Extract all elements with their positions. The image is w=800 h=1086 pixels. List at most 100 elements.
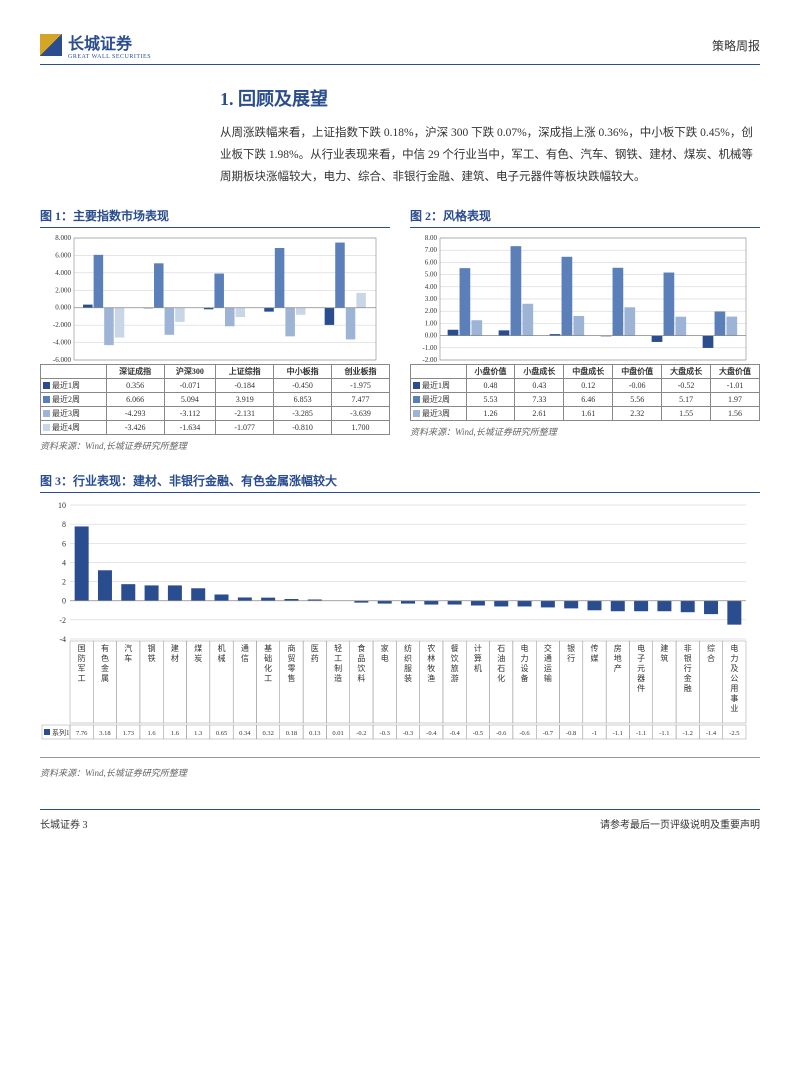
svg-text:4.00: 4.00 [425, 282, 438, 290]
svg-text:料: 料 [357, 673, 365, 683]
svg-text:力: 力 [521, 653, 529, 663]
svg-text:化: 化 [497, 673, 505, 683]
svg-text:饮: 饮 [357, 663, 365, 673]
svg-text:-0.6: -0.6 [519, 730, 530, 737]
svg-text:电: 电 [521, 643, 529, 653]
svg-text:1.3: 1.3 [194, 730, 202, 737]
chart3-source: 资料来源：Wind,长城证券研究所整理 [40, 766, 760, 779]
svg-text:石: 石 [497, 644, 505, 653]
svg-text:件: 件 [637, 683, 645, 693]
svg-text:-0.3: -0.3 [403, 730, 413, 737]
svg-text:医: 医 [311, 644, 319, 653]
divider [40, 757, 760, 758]
chart2-data-table: 小盘价值小盘成长中盘成长中盘价值大盘成长大盘价值最近1周0.480.430.12… [410, 364, 760, 421]
svg-text:银: 银 [684, 653, 692, 663]
svg-text:7.76: 7.76 [76, 730, 88, 737]
svg-text:公: 公 [730, 674, 738, 683]
svg-text:游: 游 [451, 673, 459, 683]
svg-text:输: 输 [544, 673, 552, 683]
svg-text:药: 药 [311, 653, 319, 663]
svg-text:军: 军 [78, 664, 86, 673]
svg-text:电: 电 [381, 653, 389, 663]
svg-text:6.00: 6.00 [425, 258, 438, 266]
svg-text:材: 材 [171, 653, 179, 663]
svg-text:车: 车 [124, 653, 132, 663]
svg-text:基: 基 [264, 643, 272, 653]
svg-text:工: 工 [264, 674, 272, 683]
svg-text:4: 4 [62, 558, 66, 567]
svg-text:金: 金 [684, 673, 692, 683]
svg-text:-0.8: -0.8 [566, 730, 576, 737]
svg-text:煤: 煤 [194, 643, 202, 653]
svg-text:服: 服 [404, 664, 412, 673]
svg-text:织: 织 [404, 653, 412, 663]
svg-text:6.000: 6.000 [55, 251, 71, 259]
svg-text:2.000: 2.000 [55, 286, 71, 294]
svg-text:化: 化 [264, 663, 272, 673]
svg-text:有: 有 [101, 643, 109, 653]
svg-text:银: 银 [567, 643, 575, 653]
svg-text:1.73: 1.73 [123, 730, 134, 737]
svg-text:筑: 筑 [660, 653, 668, 663]
footer-right: 请参考最后一页评级说明及重要声明 [600, 816, 760, 831]
svg-text:机: 机 [474, 663, 482, 673]
svg-text:业: 业 [730, 703, 738, 713]
svg-text:0.18: 0.18 [286, 730, 297, 737]
svg-text:融: 融 [684, 683, 692, 693]
svg-text:色: 色 [101, 653, 109, 663]
svg-text:-2.5: -2.5 [729, 730, 739, 737]
svg-text:电: 电 [637, 643, 645, 653]
svg-text:0.65: 0.65 [216, 730, 227, 737]
chart1-title: 图 1：主要指数市场表现 [40, 207, 390, 228]
svg-text:零: 零 [287, 664, 295, 673]
svg-text:-1.00: -1.00 [422, 343, 437, 351]
svg-text:-0.5: -0.5 [473, 730, 483, 737]
svg-text:轻: 轻 [334, 643, 342, 653]
svg-text:-0.2: -0.2 [356, 730, 366, 737]
svg-text:综: 综 [707, 643, 715, 653]
svg-text:行: 行 [684, 663, 692, 673]
svg-text:础: 础 [264, 653, 272, 663]
svg-text:及: 及 [730, 664, 738, 673]
svg-text:10: 10 [58, 501, 66, 510]
svg-text:售: 售 [287, 673, 295, 683]
svg-text:防: 防 [78, 653, 86, 663]
logo-text-en: GREAT WALL SECURITIES [68, 54, 151, 60]
svg-text:媒: 媒 [590, 654, 598, 663]
svg-text:-1: -1 [592, 730, 597, 737]
svg-text:机: 机 [218, 643, 226, 653]
svg-text:渔: 渔 [427, 673, 435, 683]
svg-text:-1.2: -1.2 [683, 730, 693, 737]
svg-text:器: 器 [637, 674, 645, 683]
svg-text:械: 械 [218, 653, 226, 663]
chart1: -6.000-4.000-2.0000.0002.0004.0006.0008.… [40, 234, 390, 364]
svg-text:-4.000: -4.000 [53, 338, 72, 346]
svg-text:设: 设 [521, 663, 529, 673]
svg-text:油: 油 [497, 653, 505, 663]
svg-text:通: 通 [241, 643, 249, 653]
svg-text:品: 品 [357, 654, 365, 663]
svg-text:金: 金 [101, 663, 109, 673]
svg-text:0: 0 [62, 596, 66, 605]
svg-text:用: 用 [730, 684, 738, 693]
svg-text:2.00: 2.00 [425, 307, 438, 315]
svg-text:0.000: 0.000 [55, 303, 71, 311]
svg-text:通: 通 [544, 653, 552, 663]
svg-text:1.00: 1.00 [425, 319, 438, 327]
section-body: 从周涨跌幅来看，上证指数下跌 0.18%，沪深 300 下跌 0.07%，深成指… [220, 123, 760, 189]
svg-text:1.6: 1.6 [171, 730, 180, 737]
svg-text:-1.4: -1.4 [706, 730, 717, 737]
svg-text:8.000: 8.000 [55, 234, 71, 242]
svg-text:国: 国 [78, 644, 86, 653]
svg-text:餐: 餐 [451, 644, 459, 653]
svg-text:钢: 钢 [148, 643, 156, 653]
svg-text:-0.4: -0.4 [449, 730, 460, 737]
svg-text:商: 商 [287, 643, 295, 653]
svg-text:2: 2 [62, 577, 66, 586]
svg-text:算: 算 [474, 653, 482, 663]
svg-text:牧: 牧 [427, 663, 435, 673]
svg-text:造: 造 [334, 673, 342, 683]
svg-text:-0.3: -0.3 [380, 730, 390, 737]
svg-text:家: 家 [381, 643, 389, 653]
document-type: 策略周报 [712, 37, 760, 54]
